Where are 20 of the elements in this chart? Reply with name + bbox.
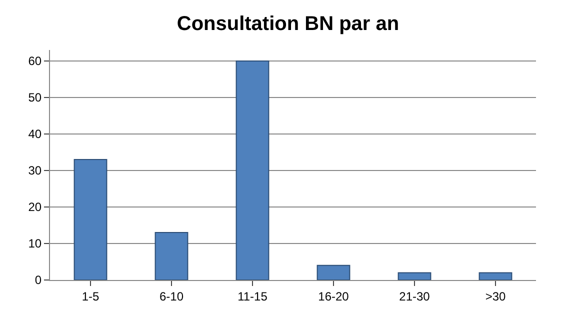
y-tick-label: 30	[28, 164, 42, 178]
y-tick-label: 0	[34, 273, 42, 288]
y-tick-label: 50	[28, 90, 42, 105]
bar	[154, 232, 188, 280]
bar	[74, 159, 108, 280]
y-tick-label: 60	[28, 54, 42, 68]
chart-title: Consultation BN par an	[176, 13, 400, 35]
x-tick-label: 16-20	[318, 289, 350, 304]
bar	[236, 60, 270, 280]
x-tick-label: 11-15	[238, 289, 268, 304]
y-tick-label: 10	[28, 236, 42, 251]
x-tick-label: 6-10	[159, 289, 184, 304]
x-tick-label: >30	[485, 289, 506, 304]
y-tick-label: 20	[28, 200, 42, 214]
x-tick-label: 1-5	[82, 289, 100, 304]
x-tick-label: 21-30	[399, 289, 430, 304]
bar	[316, 264, 350, 280]
bar	[478, 272, 512, 280]
y-tick-label: 40	[28, 127, 42, 142]
bar	[398, 272, 432, 280]
